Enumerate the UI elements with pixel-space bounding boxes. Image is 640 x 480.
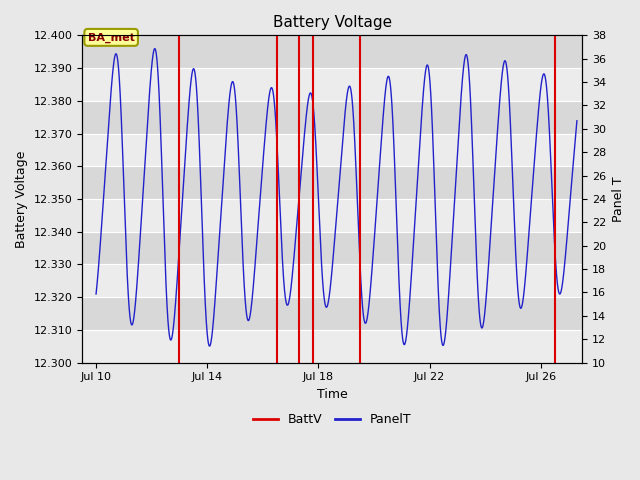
Bar [82,297,582,330]
X-axis label: Time: Time [317,388,348,401]
Text: BA_met: BA_met [88,32,134,43]
Y-axis label: Battery Voltage: Battery Voltage [15,150,28,248]
Legend: BattV, PanelT: BattV, PanelT [248,408,417,431]
Y-axis label: Panel T: Panel T [612,176,625,222]
Title: Battery Voltage: Battery Voltage [273,15,392,30]
Bar [82,101,582,133]
Bar [82,36,582,68]
Bar [82,166,582,199]
Bar [82,232,582,264]
